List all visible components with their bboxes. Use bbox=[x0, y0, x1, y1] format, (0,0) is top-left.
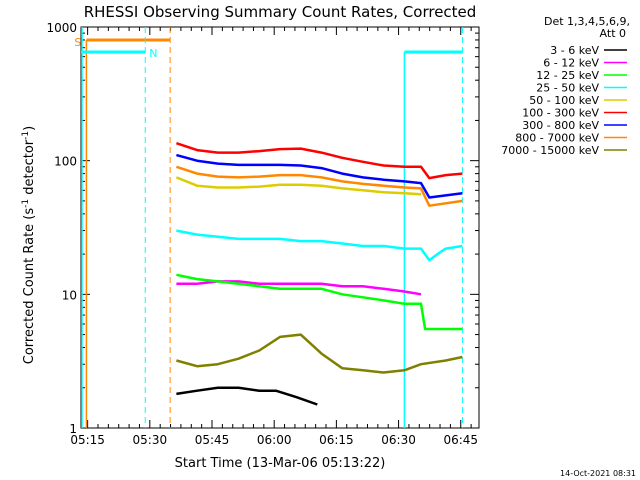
x-tick-label: 06:15 bbox=[319, 433, 354, 447]
data-series bbox=[175, 142, 463, 406]
legend-label: 12 - 25 keV bbox=[536, 69, 599, 82]
saa-label: S bbox=[74, 36, 81, 49]
footer-date: 14-Oct-2021 08:31 bbox=[560, 469, 636, 478]
x-tick-label: 06:45 bbox=[443, 433, 478, 447]
y-axis-label: Corrected Count Rate (s-1 detector-1) bbox=[21, 126, 37, 364]
y-tick-label: 1000 bbox=[46, 21, 77, 35]
legend-label: 300 - 800 keV bbox=[522, 119, 599, 132]
legend-label: 25 - 50 keV bbox=[536, 82, 599, 95]
legend-label: 100 - 300 keV bbox=[522, 107, 599, 120]
series-line-3 bbox=[176, 273, 463, 331]
series-line-5 bbox=[175, 176, 422, 196]
chart-title: RHESSI Observing Summary Count Rates, Co… bbox=[84, 3, 477, 21]
x-tick-label: 06:00 bbox=[257, 433, 292, 447]
x-tick-label: 05:30 bbox=[133, 433, 168, 447]
legend-label: 7000 - 15000 keV bbox=[501, 144, 599, 157]
x-tick-label: 05:45 bbox=[195, 433, 230, 447]
plot-frame bbox=[80, 26, 480, 429]
series-line-4 bbox=[176, 229, 463, 262]
x-tick-label: 06:30 bbox=[381, 433, 416, 447]
orbit-annotations: SN bbox=[74, 27, 463, 428]
legend-label: 6 - 12 keV bbox=[543, 57, 599, 70]
series-line-9 bbox=[176, 333, 463, 374]
legend-header-line-2: Att 0 bbox=[600, 27, 626, 40]
y-tick-label: 10 bbox=[62, 288, 77, 302]
series-line-8 bbox=[176, 165, 463, 207]
series-line-7 bbox=[176, 153, 463, 199]
legend-header-line-1: Det 1,3,4,5,6,9, bbox=[544, 15, 630, 28]
legend-label: 800 - 7000 keV bbox=[515, 132, 599, 145]
x-axis-label: Start Time (13-Mar-06 05:13:22) bbox=[175, 456, 386, 471]
legend-label: 3 - 6 keV bbox=[550, 44, 599, 57]
axes: 05:15 05:30 05:45 06:00 06:15 06:30 06:45 1 10 10… bbox=[46, 21, 480, 447]
series-line-1 bbox=[176, 386, 318, 406]
night-label: N bbox=[149, 47, 157, 60]
y-tick-label: 100 bbox=[54, 155, 77, 169]
legend-label: 50 - 100 keV bbox=[529, 94, 599, 107]
x-tick-label: 05:15 bbox=[70, 433, 105, 447]
series-line-6 bbox=[176, 142, 463, 180]
y-tick-label: 1 bbox=[69, 422, 77, 436]
